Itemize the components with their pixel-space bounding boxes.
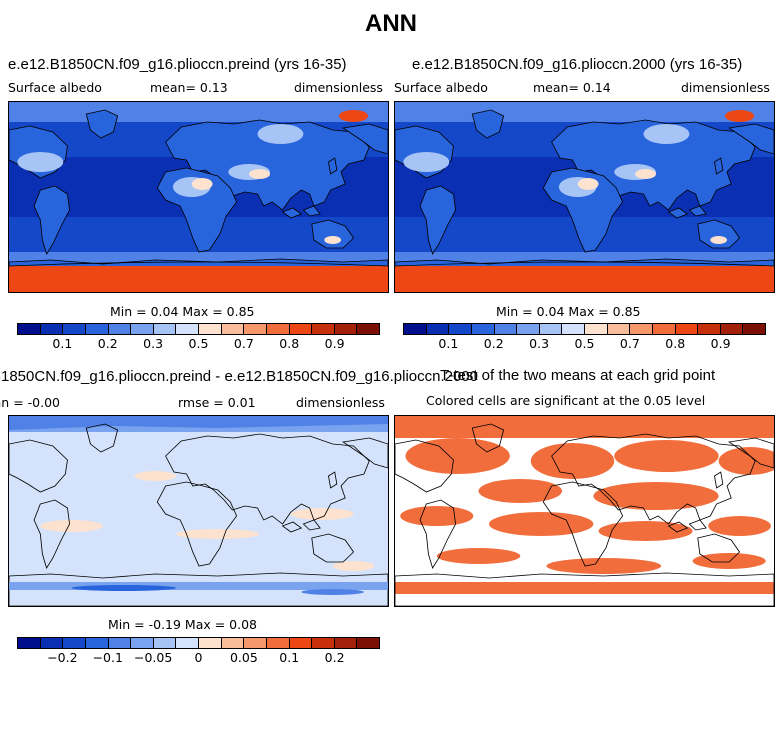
panel-3-map (8, 415, 389, 607)
colorbar-swatch (562, 324, 585, 334)
colorbar-swatch (289, 638, 313, 648)
colorbar-tick-label: 0.1 (279, 650, 300, 665)
colorbar-swatch (585, 324, 608, 334)
colorbar-swatch (539, 324, 563, 334)
colorbar-swatch (63, 324, 86, 334)
colorbar-swatch (131, 638, 154, 648)
colorbar-swatch (221, 324, 245, 334)
colorbar-1-labels: 0.1 0.2 0.3 0.5 0.7 0.8 0.9 (17, 336, 380, 352)
colorbar-3-labels: −0.2 −0.1 −0.05 0 0.05 0.1 0.2 (17, 650, 380, 666)
panel-2-mean: mean= 0.14 (533, 80, 611, 95)
panel-3-title-clip: e.e12.B1850CN.f09_g16.plioccn.preind - e… (0, 366, 478, 388)
panel-3-units: dimensionless (296, 395, 385, 410)
colorbar-swatch (471, 324, 495, 334)
colorbar-swatch (675, 324, 699, 334)
colorbar-swatch (153, 638, 177, 648)
colorbar-swatch (40, 324, 64, 334)
colorbar-tick-label: 0.3 (143, 336, 164, 351)
colorbar-swatch (357, 324, 379, 334)
colorbar-tick-label: 0.2 (483, 336, 504, 351)
colorbar-swatch (18, 638, 41, 648)
panel-4-title: T-test of the two means at each grid poi… (440, 367, 716, 384)
colorbar-2-labels: 0.1 0.2 0.3 0.5 0.7 0.8 0.9 (403, 336, 766, 352)
colorbar-swatch (176, 324, 199, 334)
colorbar-tick-label: 0.1 (438, 336, 459, 351)
colorbar-tick-label: −0.2 (47, 650, 78, 665)
panel-1-mean: mean= 0.13 (150, 80, 228, 95)
colorbar-swatch (426, 324, 450, 334)
colorbar-1 (17, 323, 380, 335)
panel-2-minmax: Min = 0.04 Max = 0.85 (496, 304, 641, 319)
colorbar-tick-label: 0.7 (619, 336, 640, 351)
colorbar-tick-label: −0.05 (133, 650, 173, 665)
panel-3-title: e.e12.B1850CN.f09_g16.plioccn.preind - e… (0, 368, 478, 385)
colorbar-swatch (334, 638, 358, 648)
colorbar-tick-label: 0.8 (279, 336, 300, 351)
colorbar-swatch (449, 324, 472, 334)
panel-1-units: dimensionless (294, 80, 383, 95)
panel-3-rmse: rmse = 0.01 (178, 395, 256, 410)
colorbar-swatch (244, 324, 267, 334)
colorbar-swatch (312, 324, 335, 334)
colorbar-tick-label: −0.1 (92, 650, 123, 665)
panel-2-units: dimensionless (681, 80, 770, 95)
colorbar-swatch (199, 324, 222, 334)
colorbar-swatch (18, 324, 41, 334)
colorbar-swatch (289, 324, 313, 334)
colorbar-swatch (312, 638, 335, 648)
colorbar-swatch (108, 638, 132, 648)
colorbar-swatch (85, 324, 109, 334)
panel-2-map (394, 101, 775, 293)
colorbar-tick-label: 0 (194, 650, 203, 665)
colorbar-swatch (494, 324, 518, 334)
colorbar-swatch (743, 324, 765, 334)
colorbar-2 (403, 323, 766, 335)
colorbar-swatch (266, 638, 290, 648)
colorbar-swatch (266, 324, 290, 334)
colorbar-tick-label: 0.5 (188, 336, 209, 351)
panel-2-title: e.e12.B1850CN.f09_g16.plioccn.2000 (yrs … (412, 56, 743, 73)
panel-3-minmax: Min = -0.19 Max = 0.08 (108, 617, 258, 632)
colorbar-swatch (720, 324, 744, 334)
colorbar-swatch (357, 638, 379, 648)
panel-2-field-label: Surface albedo (394, 80, 488, 95)
panel-1-minmax: Min = 0.04 Max = 0.85 (110, 304, 255, 319)
colorbar-tick-label: 0.2 (97, 336, 118, 351)
panel-1-title: e.e12.B1850CN.f09_g16.plioccn.preind (yr… (8, 56, 347, 73)
colorbar-tick-label: 0.7 (233, 336, 254, 351)
colorbar-swatch (153, 324, 177, 334)
colorbar-3 (17, 637, 380, 649)
colorbar-swatch (517, 324, 540, 334)
colorbar-swatch (131, 324, 154, 334)
figure-title: ANN (365, 10, 417, 37)
colorbar-swatch (63, 638, 86, 648)
colorbar-swatch (85, 638, 109, 648)
colorbar-swatch (334, 324, 358, 334)
panel-3-mean: mean = -0.00 (0, 395, 60, 410)
colorbar-tick-label: 0.9 (324, 336, 345, 351)
colorbar-swatch (404, 324, 427, 334)
panel-4-map (394, 415, 775, 607)
colorbar-tick-label: 0.8 (665, 336, 686, 351)
colorbar-tick-label: 0.9 (710, 336, 731, 351)
colorbar-tick-label: 0.5 (574, 336, 595, 351)
colorbar-swatch (652, 324, 676, 334)
colorbar-swatch (176, 638, 199, 648)
colorbar-swatch (108, 324, 132, 334)
panel-1-map (8, 101, 389, 293)
colorbar-swatch (698, 324, 721, 334)
colorbar-tick-label: 0.05 (229, 650, 258, 665)
colorbar-swatch (40, 638, 64, 648)
colorbar-swatch (199, 638, 222, 648)
colorbar-swatch (607, 324, 631, 334)
colorbar-tick-label: 0.2 (324, 650, 345, 665)
panel-1-field-label: Surface albedo (8, 80, 102, 95)
colorbar-tick-label: 0.3 (529, 336, 550, 351)
colorbar-tick-label: 0.1 (52, 336, 73, 351)
colorbar-swatch (221, 638, 245, 648)
colorbar-swatch (244, 638, 267, 648)
panel-4-subtitle: Colored cells are significant at the 0.0… (426, 393, 706, 408)
colorbar-swatch (630, 324, 653, 334)
